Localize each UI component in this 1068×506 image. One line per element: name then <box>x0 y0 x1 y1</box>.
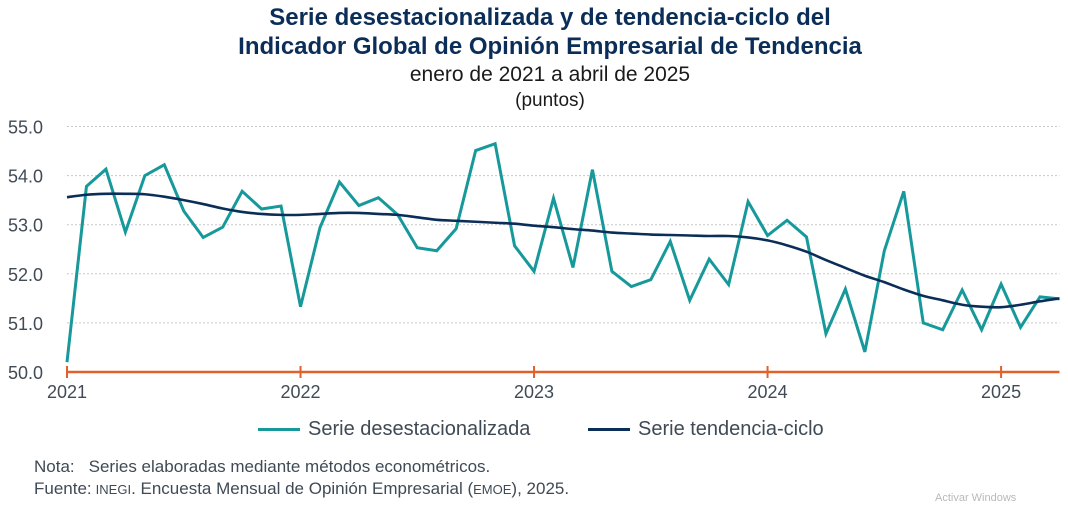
x-tick-label: 2022 <box>280 382 320 402</box>
source-abbr: EMOE <box>473 482 512 497</box>
y-tick-label: 53.0 <box>8 216 43 236</box>
legend-label-desestacionalizada: Serie desestacionalizada <box>308 418 531 440</box>
source-line: Fuente: INEGI. Encuesta Mensual de Opinió… <box>34 478 569 501</box>
x-axis-labels: 2021 2022 2023 2024 2025 <box>47 382 1021 402</box>
line-tendencia-ciclo <box>66 192 1060 309</box>
note-line: Nota: Series elaboradas mediante métodos … <box>34 456 490 478</box>
x-tick-label: 2024 <box>748 382 788 402</box>
x-tick-label: 2023 <box>514 382 554 402</box>
series-tendencia-ciclo <box>66 192 1060 309</box>
chart-title-line-1: Serie desestacionalizada y de tendencia-… <box>269 4 831 31</box>
x-tick-label: 2025 <box>981 382 1021 402</box>
legend-swatch-tendencia-ciclo <box>588 428 630 431</box>
legend-item-tendencia-ciclo: Serie tendencia-ciclo <box>588 418 824 441</box>
y-tick-label: 51.0 <box>8 314 43 334</box>
gridlines <box>67 126 1060 324</box>
y-tick-label: 52.0 <box>8 265 43 285</box>
series-desestacionalizada <box>65 141 1060 363</box>
source-text-2: ), 2025. <box>511 479 570 498</box>
y-tick-label: 55.0 <box>8 118 43 138</box>
legend: Serie desestacionalizada Serie tendencia… <box>0 418 1068 444</box>
note-text: Series elaboradas mediante métodos econo… <box>88 457 491 476</box>
activation-watermark: Activar Windows <box>935 492 1017 504</box>
legend-item-desestacionalizada: Serie desestacionalizada <box>258 418 530 441</box>
source-text-1: . Encuesta Mensual de Opinión Empresaria… <box>131 479 474 498</box>
y-axis-labels: 55.0 54.0 53.0 52.0 51.0 50.0 <box>8 118 43 384</box>
legend-label-tendencia-ciclo: Serie tendencia-ciclo <box>638 418 824 440</box>
x-tick-label: 2021 <box>47 382 87 402</box>
legend-swatch-desestacionalizada <box>258 428 300 431</box>
y-tick-label: 54.0 <box>8 167 43 187</box>
y-tick-label: 50.0 <box>8 363 43 383</box>
chart-subtitle: enero de 2021 a abril de 2025 <box>409 63 691 86</box>
x-axis <box>66 366 1060 378</box>
source-label: Fuente: <box>34 479 92 498</box>
note-label: Nota: <box>34 457 75 476</box>
line-desestacionalizada <box>65 141 1060 363</box>
chart-title-line-2: Indicador Global de Opinión Empresarial … <box>238 33 862 60</box>
series-lines <box>65 141 1060 363</box>
source-org: INEGI <box>95 482 132 497</box>
chart-units: (puntos) <box>515 90 585 111</box>
